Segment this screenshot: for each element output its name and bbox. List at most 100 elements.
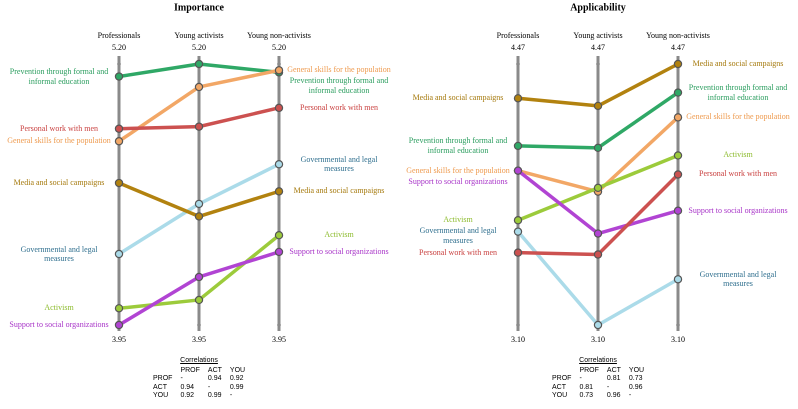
row-header: ACT xyxy=(153,383,167,391)
series-label: Personal work with men xyxy=(699,169,777,179)
tick-label: 4.47 xyxy=(591,43,605,52)
series-label: Media and social campaigns xyxy=(412,93,504,103)
tick-label: 3.10 xyxy=(511,335,525,344)
correlation-cell: 0.92 xyxy=(229,375,244,382)
correlation-cell: - xyxy=(207,383,211,391)
column-header: YOU xyxy=(628,366,645,374)
correlation-header: PROF ACT YOU xyxy=(149,367,249,376)
data-point xyxy=(194,82,204,92)
tick-label: 3.95 xyxy=(192,335,206,344)
correlation-cell: - xyxy=(606,383,610,391)
data-point xyxy=(673,113,683,122)
corner-cell xyxy=(548,367,575,376)
series-label: General skills for the population xyxy=(287,65,391,75)
data-point xyxy=(194,272,204,282)
data-point xyxy=(114,72,124,81)
correlation-cell: 0.94 xyxy=(180,383,195,391)
correlation-cell: - xyxy=(579,375,582,382)
data-point xyxy=(194,295,204,305)
tick-label: 3.10 xyxy=(671,335,685,344)
data-point xyxy=(114,249,124,259)
correlation-cell: 0.96 xyxy=(606,392,621,399)
series-label: Media and social campaigns xyxy=(13,178,105,188)
series-label: Support to social organizations xyxy=(289,246,389,256)
axis-label: Young activists xyxy=(174,31,223,40)
data-point xyxy=(673,170,683,179)
correlation-grid: PROF ACT YOU PROF -0.94 0.92 ACT 0.94-0.99 YOU 0.… xyxy=(149,367,249,401)
data-point xyxy=(513,216,523,225)
series-label: Governmental and legal measures xyxy=(419,226,497,245)
correlation-row: PROF - 0.81 0.73 xyxy=(548,375,648,384)
data-point xyxy=(593,320,603,330)
series-label: Governmental and legal measures xyxy=(699,269,777,289)
correlation-cell: 0.73 xyxy=(579,392,594,399)
column-header: PROF xyxy=(180,366,200,374)
data-point xyxy=(673,151,683,160)
corner-cell xyxy=(149,367,176,376)
axis-label: Professionals xyxy=(497,31,540,40)
series-label: General skills for the population xyxy=(7,136,111,146)
correlation-row: ACT 0.94 - 0.99 xyxy=(149,384,249,393)
data-point xyxy=(114,304,124,313)
data-point xyxy=(673,206,683,215)
correlation-cell: - xyxy=(180,375,183,382)
data-point xyxy=(194,59,204,69)
row-header: YOU xyxy=(552,392,568,399)
series-label: Prevention through formal and informal e… xyxy=(9,67,109,86)
series-label: Support to social organizations xyxy=(688,205,788,215)
data-point xyxy=(114,137,124,146)
data-point xyxy=(673,59,683,69)
panel-title: Applicability xyxy=(570,2,626,13)
correlation-title: Correlations xyxy=(579,357,617,364)
correlation-grid: PROF ACT YOU PROF -0.81 0.73 ACT 0.81-0.96 YOU 0.… xyxy=(548,367,648,401)
series-label: Personal work with men xyxy=(20,123,98,133)
correlation-cell: 0.99 xyxy=(229,383,244,391)
data-point xyxy=(194,212,204,221)
series-label: Media and social campaigns xyxy=(692,59,784,68)
series-label: Activism xyxy=(324,230,354,240)
correlation-header: PROF ACT YOU xyxy=(548,367,648,376)
row-header: PROF xyxy=(552,375,572,382)
series-label: Support to social organizations xyxy=(9,320,109,329)
data-point xyxy=(114,178,124,188)
correlation-title: Correlations xyxy=(180,357,218,364)
correlation-table: Correlations PROF ACT YOU PROF -0.81 0.73 ACT 0.… xyxy=(548,357,648,401)
data-point xyxy=(593,229,603,238)
data-point xyxy=(673,275,683,284)
data-point xyxy=(673,88,683,97)
column-header: ACT xyxy=(606,366,621,374)
data-point xyxy=(274,66,284,75)
series-label: Governmental and legal measures xyxy=(300,154,378,174)
correlation-cell: - xyxy=(229,392,233,399)
data-point xyxy=(513,227,523,236)
series-label: Media and social campaigns xyxy=(293,186,385,196)
tick-label: 5.20 xyxy=(192,43,206,52)
correlation-cell: 0.92 xyxy=(180,392,195,399)
correlation-row: YOU 0.92 0.99- xyxy=(149,392,249,401)
series-label: Prevention through formal and informal e… xyxy=(289,76,389,95)
series-label: Support to social organizations xyxy=(408,176,508,186)
correlation-cell: 0.81 xyxy=(606,375,621,382)
data-point xyxy=(513,166,523,175)
axis-label: Young non-activists xyxy=(646,31,710,40)
axis-label: Young non-activists xyxy=(247,31,311,40)
tick-label: 4.47 xyxy=(511,43,525,52)
series-label: Personal work with men xyxy=(300,102,378,112)
data-point xyxy=(593,250,603,259)
correlation-row: ACT 0.81 - 0.96 xyxy=(548,384,648,393)
correlation-cell: 0.99 xyxy=(207,392,222,399)
correlation-cell: - xyxy=(628,392,632,399)
series-label: General skills for the population xyxy=(686,112,790,122)
row-header: PROF xyxy=(153,375,173,382)
data-point xyxy=(194,199,204,209)
series-label: Prevention through formal and informal e… xyxy=(408,136,508,155)
data-point xyxy=(593,101,603,111)
tick-label: 3.95 xyxy=(112,335,126,344)
correlation-cell: 0.81 xyxy=(579,383,594,391)
data-point xyxy=(513,248,523,257)
series-label: General skills for the population xyxy=(406,165,510,175)
data-point xyxy=(274,187,284,196)
data-point xyxy=(593,183,603,193)
